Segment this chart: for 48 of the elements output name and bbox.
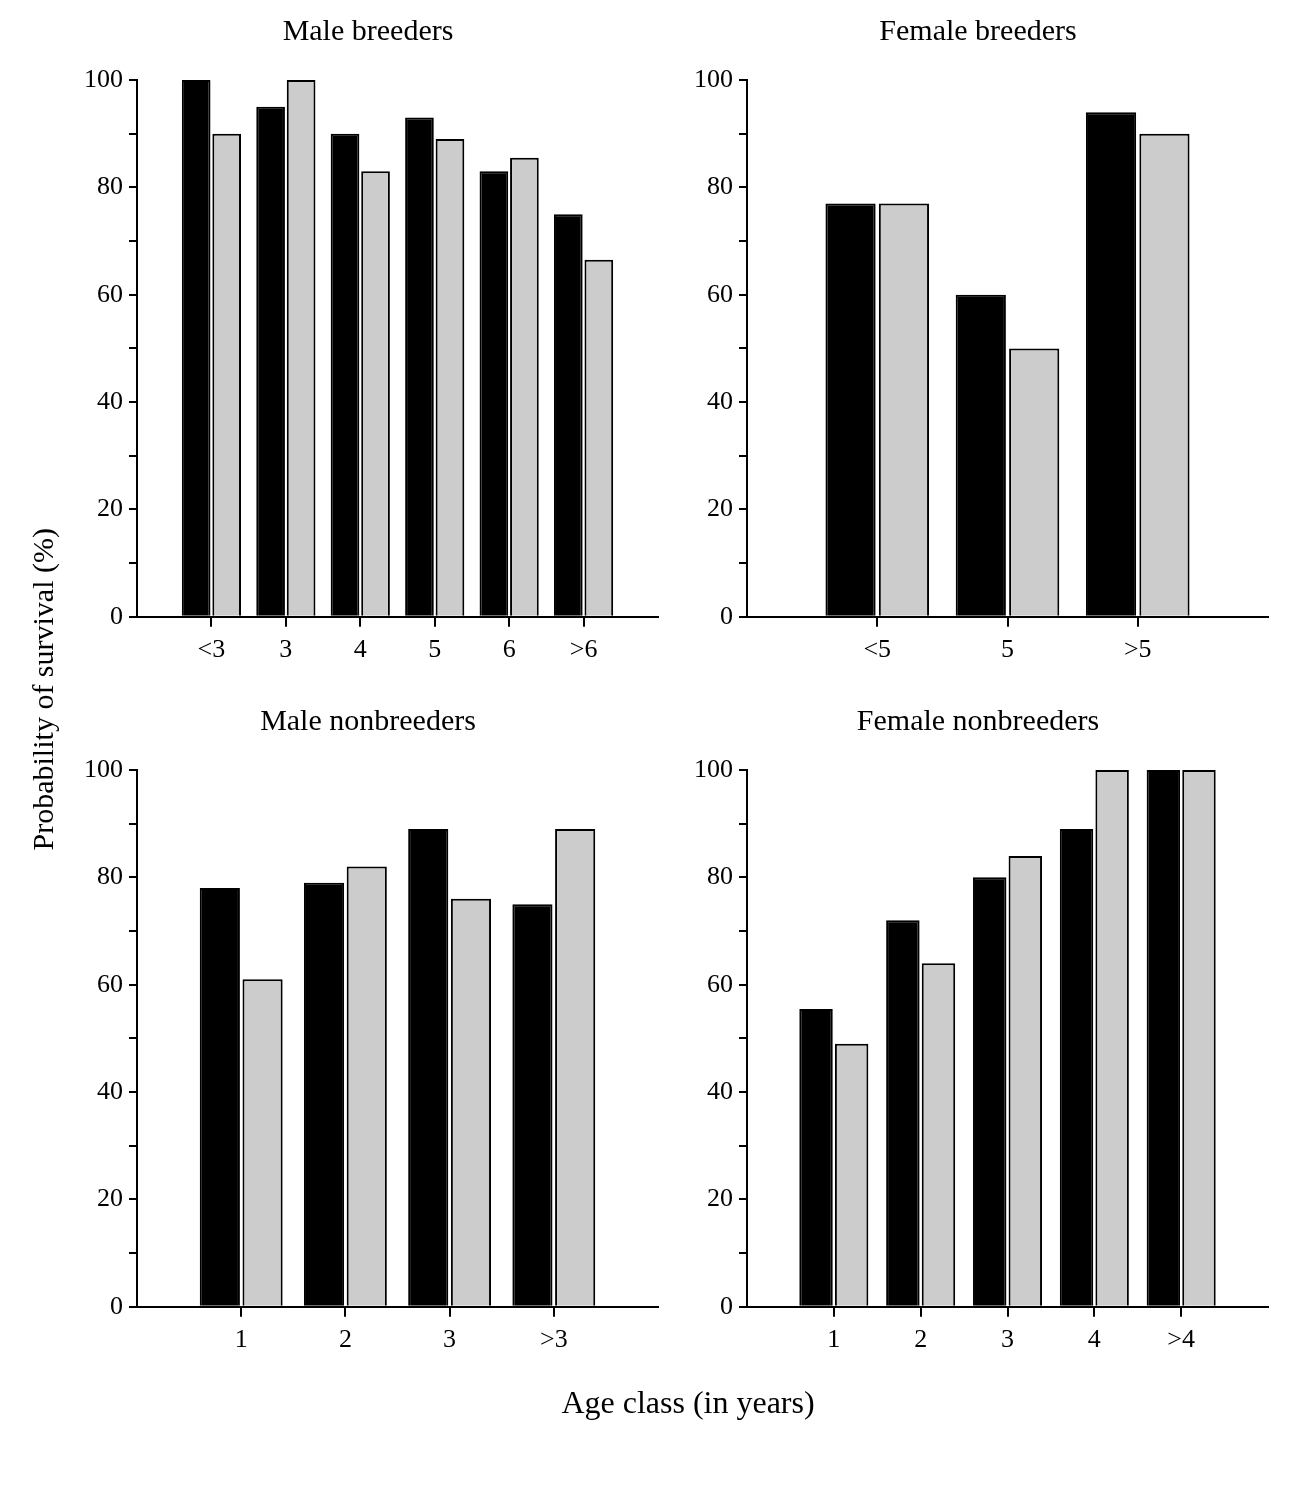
y-tick-label: 20 (707, 1183, 733, 1213)
x-tick-label: 4 (353, 634, 367, 664)
x-tick-label: >6 (569, 634, 598, 664)
y-tick-label: 0 (110, 600, 123, 630)
chart-title: Male nonbreeders (260, 702, 476, 736)
x-tick-label: 4 (1087, 1324, 1101, 1354)
x-tick-label: 5 (428, 634, 442, 664)
y-tick-label: 0 (110, 1290, 123, 1320)
x-tick-label: >5 (1123, 634, 1152, 664)
chart-title: Female breeders (879, 12, 1077, 46)
y-tick-label: 60 (707, 278, 733, 308)
y-tick-label: 40 (707, 385, 733, 415)
y-tick-label: 100 (84, 63, 123, 93)
y-tick-label: 40 (707, 1075, 733, 1105)
y-tick-label: 60 (97, 278, 123, 308)
x-tick-label: 1 (234, 1324, 248, 1354)
y-tick-label: 40 (97, 1075, 123, 1105)
x-axis-title: Age class (in years) (561, 1384, 815, 1420)
y-tick-label: 80 (707, 171, 733, 201)
y-tick-label: 80 (707, 861, 733, 891)
y-tick-label: 100 (694, 753, 733, 783)
x-tick-label: 3 (443, 1324, 457, 1354)
x-tick-label: <5 (863, 634, 892, 664)
x-tick-label: >4 (1167, 1324, 1195, 1354)
x-tick-label: <3 (197, 634, 226, 664)
x-tick-label: 5 (1001, 634, 1014, 664)
y-tick-label: 80 (97, 171, 123, 201)
y-tick-label: 100 (694, 63, 733, 93)
x-tick-label: 6 (502, 634, 516, 664)
y-tick-label: 20 (97, 1183, 123, 1213)
x-tick-label: 2 (914, 1324, 928, 1354)
y-tick-label: 40 (97, 385, 123, 415)
y-tick-label: 100 (84, 753, 123, 783)
chart-title: Female nonbreeders (856, 702, 1100, 736)
y-tick-label: 0 (720, 600, 733, 630)
x-tick-label: >3 (539, 1324, 568, 1354)
y-tick-label: 80 (97, 861, 123, 891)
y-axis-title: Probability of survival (%) (26, 527, 60, 851)
x-tick-label: 3 (279, 634, 293, 664)
x-tick-label: 2 (338, 1324, 352, 1354)
y-tick-label: 20 (97, 493, 123, 523)
y-tick-label: 60 (97, 968, 123, 998)
y-tick-label: 60 (707, 968, 733, 998)
x-tick-label: 3 (1001, 1324, 1014, 1354)
chart-title: Male breeders (282, 12, 454, 46)
y-tick-label: 20 (707, 493, 733, 523)
y-tick-label: 0 (720, 1290, 733, 1320)
x-tick-label: 1 (827, 1324, 841, 1354)
